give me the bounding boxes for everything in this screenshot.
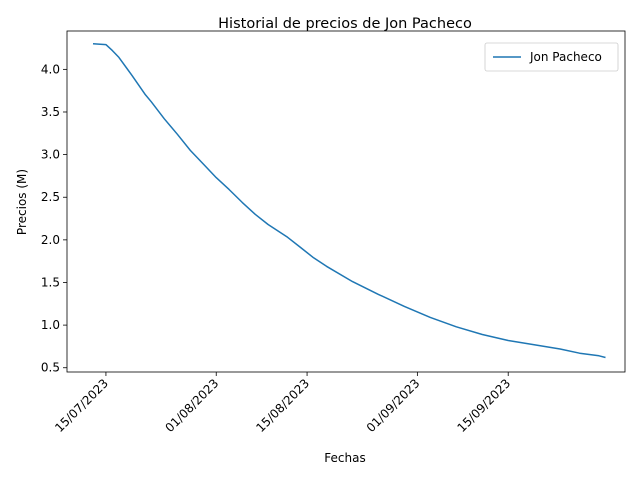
x-axis: 15/07/2023 01/08/2023 15/08/2023 01/09/2023… [52, 372, 513, 435]
y-tick-label: 1.5 [41, 275, 60, 289]
legend-box [484, 42, 619, 72]
chart-title: Historial de precios de Jon Pacheco [218, 16, 472, 32]
y-tick-label: 1.0 [41, 318, 60, 332]
y-tick-label: 4.0 [41, 62, 60, 76]
x-tick-label: 01/08/2023 [163, 376, 222, 435]
y-tick-label: 2.5 [41, 190, 60, 204]
plot-area: 15/07/2023 01/08/2023 15/08/2023 01/09/2023… [41, 30, 626, 435]
series-line-jon-pacheco [92, 43, 606, 359]
x-tick-label: 01/09/2023 [364, 376, 423, 435]
y-axis: 0.5 1.0 1.5 2.0 2.5 3.0 3.5 4.0 [41, 62, 67, 375]
y-axis-label: Precios (M) [15, 169, 29, 235]
plot-background [67, 31, 625, 372]
y-tick-label: 0.5 [41, 361, 60, 375]
legend: Jon Pacheco [484, 42, 619, 72]
y-tick-label: 3.5 [41, 105, 60, 119]
y-tick-label: 3.0 [41, 148, 60, 162]
plot-frame [66, 30, 626, 373]
x-tick-label: 15/09/2023 [455, 376, 514, 435]
x-tick-label: 15/07/2023 [52, 376, 111, 435]
legend-label: Jon Pacheco [529, 50, 602, 64]
x-axis-label: Fechas [324, 451, 365, 465]
y-tick-label: 2.0 [41, 233, 60, 247]
x-tick-label: 15/08/2023 [253, 376, 312, 435]
